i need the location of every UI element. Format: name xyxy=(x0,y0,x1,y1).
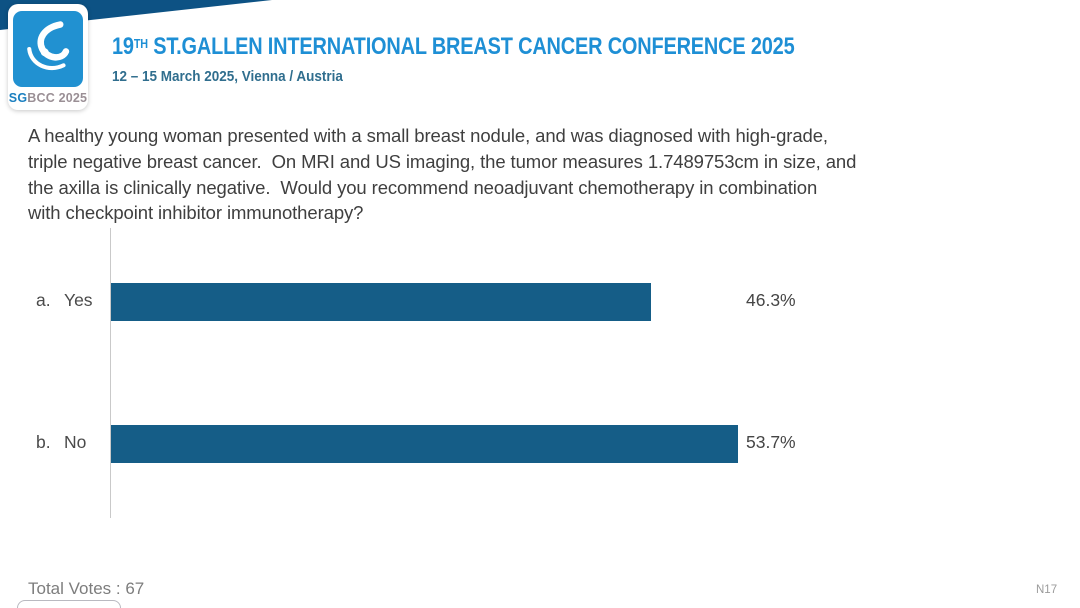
slide-code: N17 xyxy=(1036,584,1058,596)
question-line: A healthy young woman presented with a s… xyxy=(28,125,828,146)
logo-wordmark-sg: SG xyxy=(8,91,28,105)
cropped-footer-button[interactable] xyxy=(17,600,121,608)
option-letter: b. xyxy=(36,432,51,452)
logo-wordmark-rest: BCC 2025 xyxy=(27,91,88,105)
question-line: the axilla is clinically negative. Would… xyxy=(28,176,818,198)
total-votes: Total Votes : 67 xyxy=(28,579,145,598)
breast-logo-icon xyxy=(13,11,83,87)
conference-date-location: 12 – 15 March 2025, Vienna / Austria xyxy=(112,69,343,85)
chart-axis-line xyxy=(110,228,111,518)
bar-no xyxy=(111,425,738,463)
option-letter: a. xyxy=(36,290,51,310)
value-label-yes: 46.3% xyxy=(746,290,796,310)
question-line: triple negative breast cancer. On MRI an… xyxy=(28,150,857,172)
conference-title: 19TH ST.GALLEN INTERNATIONAL BREAST CANC… xyxy=(112,35,795,59)
option-text: Yes xyxy=(64,290,93,310)
title-number: 19 xyxy=(112,33,134,60)
option-text: No xyxy=(64,432,87,452)
logo-wordmark: SGBCC 2025 xyxy=(8,91,88,105)
value-label-no: 53.7% xyxy=(746,432,796,452)
bar-yes xyxy=(111,283,651,321)
title-superscript: TH xyxy=(133,36,148,51)
title-rest: ST.GALLEN INTERNATIONAL BREAST CANCER CO… xyxy=(147,33,795,60)
sgbcc-logo-card: SGBCC 2025 xyxy=(8,4,88,110)
option-label-no: b. No xyxy=(36,432,86,453)
option-label-yes: a. Yes xyxy=(36,290,93,311)
question-line: with checkpoint inhibitor immunotherapy? xyxy=(28,202,364,224)
poll-question: A healthy young woman presented with a s… xyxy=(28,123,856,226)
